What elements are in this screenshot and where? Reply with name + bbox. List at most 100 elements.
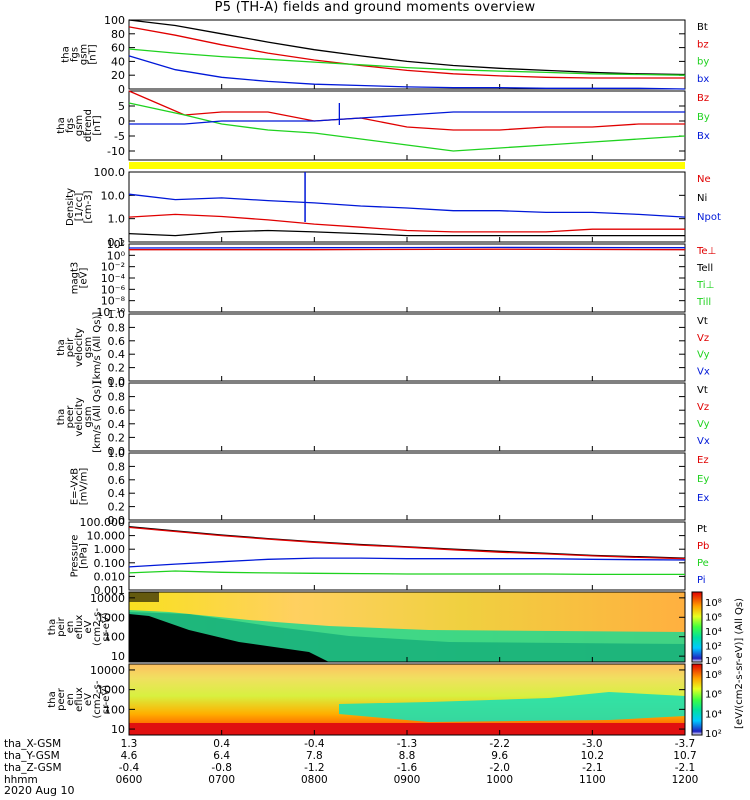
peer_velocity-ytick-label: 0.6 bbox=[108, 404, 126, 417]
ylabel-line: sr-eV) bbox=[101, 685, 112, 714]
ylabel-line: tha bbox=[56, 117, 67, 133]
peir_spectrogram-image bbox=[129, 592, 685, 662]
temperature-ytick-label: 10⁻⁶ bbox=[101, 283, 126, 296]
peer_velocity-ytick-label: 1.0 bbox=[108, 377, 126, 390]
time-tick-label: 1200 bbox=[671, 774, 699, 786]
orbit-value: -1.2 bbox=[304, 762, 325, 774]
ylabel-line: velocity bbox=[74, 397, 85, 436]
orbit-value: -0.8 bbox=[211, 762, 232, 774]
pressure-series-Pe bbox=[128, 570, 685, 576]
peer_velocity-ytick-label: 0.8 bbox=[108, 391, 126, 404]
orbit-value: -0.4 bbox=[304, 738, 325, 750]
orbit-value: -2.0 bbox=[489, 762, 510, 774]
peir_spectrogram-colorbar-tick: 10⁶ bbox=[705, 613, 722, 624]
time-tick-label: 1100 bbox=[578, 774, 606, 786]
temperature-ytick-label: 10² bbox=[107, 238, 125, 251]
fgs-ytick-label: 0 bbox=[118, 83, 125, 96]
peir_velocity-legend-Vt: Vt bbox=[697, 316, 708, 327]
peir_spectrogram-colorbar bbox=[691, 591, 703, 663]
peer_velocity-frame bbox=[128, 382, 686, 452]
ylabel-line: gsm bbox=[74, 115, 85, 136]
density-series-Ni bbox=[128, 229, 685, 237]
peir_velocity-legend-Vy: Vy bbox=[697, 350, 710, 361]
density-ylabel: Density[1/cc][cm-3] bbox=[65, 188, 94, 226]
fgs_dtrend-legend-Bx: Bx bbox=[697, 131, 710, 142]
fgs_dtrend-ytick-label: 0 bbox=[118, 115, 125, 128]
temperature-legend-Te⊥: Te⊥ bbox=[696, 246, 716, 257]
fgs_dtrend-frame bbox=[128, 90, 686, 161]
temperature-frame bbox=[128, 243, 686, 313]
peer_velocity-legend-Vz: Vz bbox=[697, 402, 709, 413]
ylabel-line: [1/cc] bbox=[74, 193, 85, 222]
efield-frame bbox=[128, 452, 686, 521]
orbit-value: 6.4 bbox=[213, 750, 230, 762]
pressure-legend-Pt: Pt bbox=[697, 524, 707, 535]
orbit-value: 7.8 bbox=[305, 750, 323, 762]
ylabel-line: tha bbox=[47, 619, 58, 635]
pressure-ytick-label: 100.000 bbox=[80, 516, 126, 529]
ylabel-line: eV bbox=[83, 693, 94, 706]
peir_velocity-frame bbox=[128, 313, 686, 382]
colorbar-label: [eV/(cm2-s-sr-eV)] (All Qs) bbox=[734, 598, 745, 729]
time-tick-label: 1000 bbox=[486, 774, 514, 786]
ylabel-line: eflux bbox=[74, 615, 85, 640]
ylabel-line: en bbox=[65, 693, 76, 706]
orbit-value: 10.7 bbox=[673, 750, 697, 762]
fgs-series-bx bbox=[128, 55, 686, 90]
ylabel-line: [eV] bbox=[79, 268, 90, 289]
temperature-series-Ti⊥ bbox=[128, 246, 686, 249]
peir_velocity-ytick-label: 0.8 bbox=[108, 321, 126, 334]
ylabel-line: fgs bbox=[65, 118, 76, 133]
temperature-legend-Ti⊥: Ti⊥ bbox=[696, 280, 714, 291]
temperature-ytick-label: 10⁻¹⁰ bbox=[96, 306, 125, 319]
efield-ytick-label: 0.8 bbox=[108, 460, 126, 473]
efield-legend-Ez: Ez bbox=[697, 455, 709, 466]
peir_velocity-legend-Vx: Vx bbox=[697, 366, 710, 377]
fgs-series-by bbox=[128, 48, 686, 76]
peer_spectrogram-ytick-label: 10000 bbox=[90, 664, 125, 677]
peir_velocity-ytick-label: 0.0 bbox=[108, 375, 126, 388]
efield-ytick-label: 0.0 bbox=[108, 514, 126, 527]
efield-ytick-label: 0.2 bbox=[108, 501, 126, 514]
fgs-series-Bt bbox=[128, 19, 686, 76]
fgs_dtrend-series-Bz bbox=[128, 90, 685, 131]
ylabel-line: eV bbox=[83, 620, 94, 633]
fgs_dtrend-series-Bx bbox=[129, 111, 685, 125]
orbit-value: 1.3 bbox=[120, 738, 138, 750]
fgs-series-bz bbox=[128, 26, 685, 79]
orbit-value: 10.2 bbox=[580, 750, 605, 762]
ylabel-line: fgs bbox=[70, 47, 81, 62]
density-ytick-label: 0.1 bbox=[108, 236, 126, 249]
temperature-legend-Till: Till bbox=[696, 297, 711, 308]
orbit-value: -1.3 bbox=[396, 738, 418, 750]
efield-legend-Ex: Ex bbox=[697, 493, 709, 504]
temperature-ytick-label: 10⁻⁸ bbox=[101, 295, 126, 308]
ylabel-line: velocity bbox=[74, 328, 85, 367]
orbit-value: -2.1 bbox=[674, 762, 696, 774]
peer_velocity-legend-Vt: Vt bbox=[697, 385, 708, 396]
peer_spectrogram-ytick-label: 100 bbox=[104, 703, 125, 716]
peer_spectrogram-colorbar bbox=[691, 663, 703, 736]
efield-ytick-label: 0.6 bbox=[108, 474, 126, 487]
peer_velocity-ytick-label: 0.0 bbox=[108, 445, 126, 458]
pressure-ytick-label: 0.001 bbox=[94, 584, 126, 597]
ylabel-line: Density bbox=[65, 188, 76, 226]
peir_spectrogram-ytick-label: 1000 bbox=[97, 611, 125, 624]
time-tick-label: 0600 bbox=[115, 774, 143, 786]
peir_spectrogram-colorbar-tick: 10⁸ bbox=[705, 598, 722, 609]
pressure-series-Pt bbox=[128, 526, 686, 559]
ylabel-line: eflux bbox=[74, 687, 85, 712]
fgs-legend-Bt: Bt bbox=[697, 22, 708, 33]
peer_spectrogram-colorbar-tick: 10² bbox=[705, 729, 722, 740]
peir_spectrogram-colorbar-tick: 10⁰ bbox=[705, 656, 722, 667]
ylabel-line: tha bbox=[56, 339, 67, 355]
orbit-value: -2.2 bbox=[489, 738, 510, 750]
status-bar bbox=[129, 162, 685, 169]
peer_spectrogram-ytick-label: 10 bbox=[111, 723, 125, 736]
temperature-ytick-label: 10⁻⁴ bbox=[101, 272, 126, 285]
temperature-ylabel: magt3[eV] bbox=[70, 262, 90, 295]
